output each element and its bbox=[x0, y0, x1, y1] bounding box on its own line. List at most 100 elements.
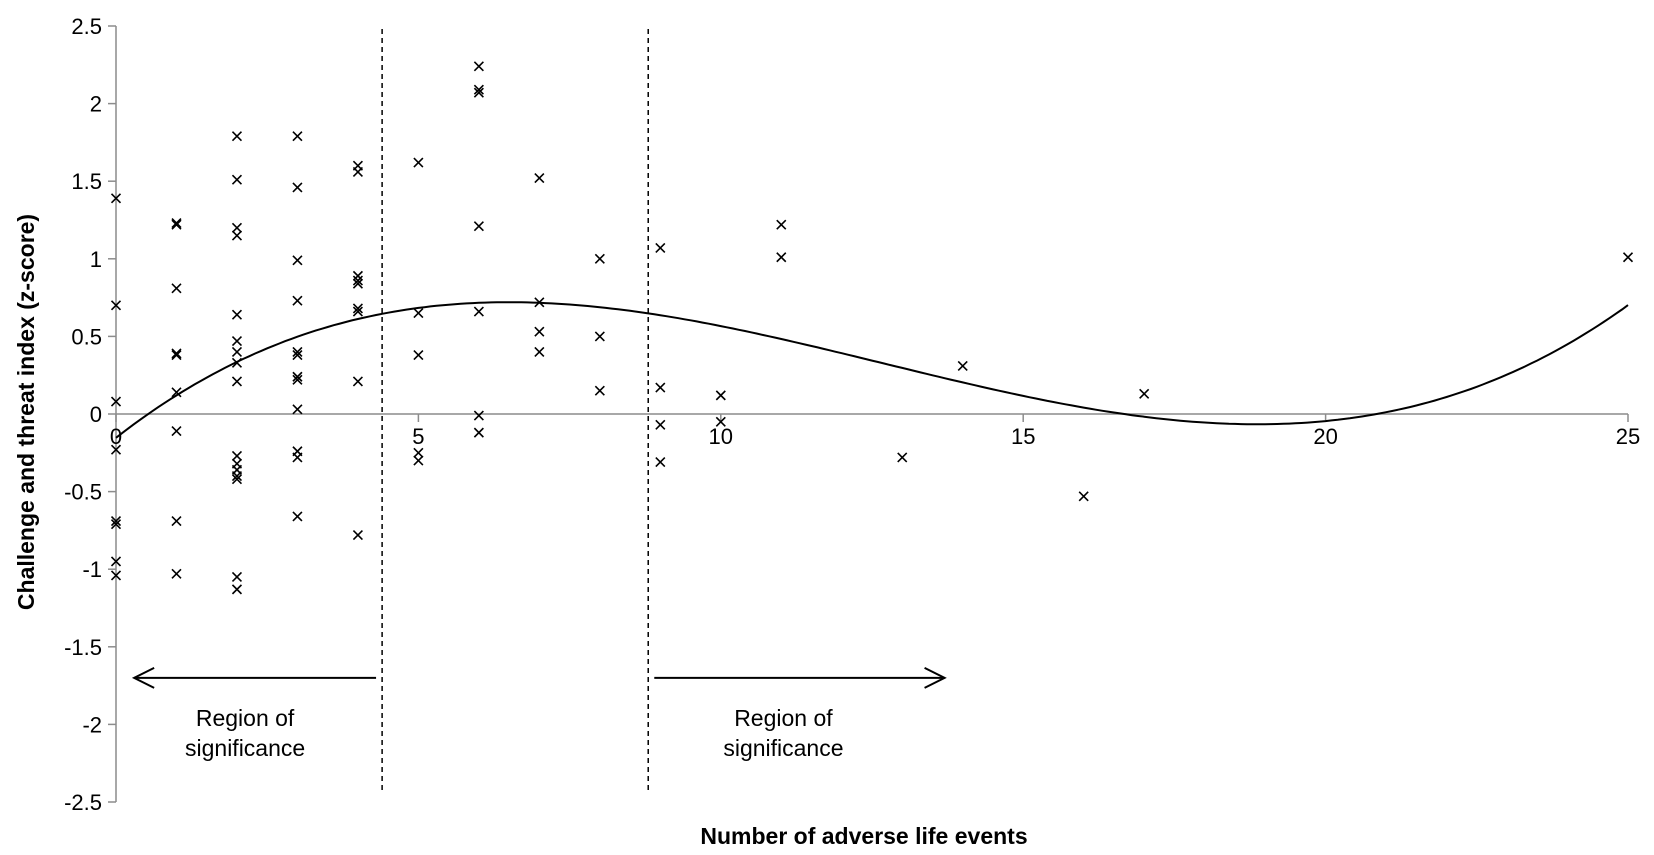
data-point bbox=[473, 427, 484, 438]
data-point bbox=[231, 450, 243, 461]
data-point bbox=[534, 173, 545, 184]
data-point bbox=[413, 455, 424, 466]
data-point bbox=[655, 457, 666, 468]
data-point bbox=[292, 346, 303, 357]
data-point bbox=[292, 349, 303, 361]
data-point bbox=[110, 193, 122, 204]
data-point bbox=[352, 275, 363, 286]
data-point bbox=[171, 219, 182, 230]
data-point bbox=[292, 371, 303, 382]
data-point bbox=[292, 404, 303, 415]
data-point bbox=[352, 166, 363, 177]
data-point bbox=[413, 308, 424, 319]
data-point bbox=[171, 349, 182, 361]
arrow-head-icon bbox=[924, 666, 947, 689]
data-point bbox=[231, 376, 243, 387]
data-point bbox=[171, 218, 182, 229]
y-tick-label: -2.5 bbox=[64, 790, 102, 815]
data-point bbox=[413, 447, 424, 458]
region-label-line2: significance bbox=[723, 735, 843, 761]
region-label-line1: Region of bbox=[196, 705, 295, 731]
data-point bbox=[473, 410, 484, 421]
data-point bbox=[715, 416, 726, 427]
data-point bbox=[352, 303, 363, 314]
data-point bbox=[1139, 388, 1150, 399]
data-point bbox=[1078, 491, 1089, 502]
arrow-head-icon bbox=[131, 666, 155, 689]
data-point bbox=[534, 326, 545, 337]
data-point bbox=[171, 568, 182, 579]
x-tick-label: 25 bbox=[1616, 424, 1640, 449]
annotations: Region of significance Region of significan… bbox=[131, 666, 947, 761]
data-point bbox=[352, 529, 363, 541]
region-lines bbox=[381, 29, 649, 794]
data-point bbox=[292, 511, 303, 522]
data-point bbox=[292, 452, 303, 463]
data-point bbox=[897, 452, 908, 463]
data-point bbox=[594, 385, 605, 396]
x-tick-label: 10 bbox=[709, 424, 733, 449]
data-point bbox=[473, 306, 484, 317]
y-tick-label: -0.5 bbox=[64, 480, 102, 505]
data-point bbox=[231, 309, 243, 320]
data-point bbox=[292, 131, 303, 142]
data-point bbox=[171, 516, 182, 527]
y-tick-label: 1 bbox=[90, 247, 102, 272]
data-point bbox=[473, 84, 484, 95]
data-point bbox=[110, 300, 122, 311]
data-point bbox=[171, 387, 182, 398]
data-point bbox=[473, 87, 484, 98]
data-point bbox=[231, 131, 243, 142]
y-axis-title: Challenge and threat index (z-score) bbox=[13, 214, 39, 610]
region-label-line2: significance bbox=[185, 735, 305, 761]
data-point bbox=[110, 519, 122, 530]
data-point bbox=[352, 270, 363, 281]
data-point bbox=[473, 221, 484, 232]
data-point bbox=[171, 348, 182, 359]
data-point bbox=[231, 335, 243, 347]
data-point bbox=[292, 255, 303, 266]
x-tick-label: 0 bbox=[110, 424, 122, 449]
data-point bbox=[231, 222, 243, 233]
y-tick-label: 2.5 bbox=[71, 14, 102, 39]
data-point bbox=[655, 419, 666, 430]
data-point bbox=[352, 306, 363, 317]
data-point bbox=[352, 376, 363, 387]
y-tick-label: 2 bbox=[90, 92, 102, 117]
x-tick-label: 5 bbox=[412, 424, 424, 449]
data-points bbox=[110, 61, 1634, 595]
data-point bbox=[231, 346, 243, 357]
data-point bbox=[594, 331, 605, 342]
data-point bbox=[655, 382, 666, 393]
x-axis-title: Number of adverse life events bbox=[700, 823, 1027, 849]
data-point bbox=[715, 390, 726, 401]
data-point bbox=[110, 556, 122, 567]
y-tick-label: -1.5 bbox=[64, 635, 102, 660]
x-tick-label: 20 bbox=[1313, 424, 1337, 449]
data-point bbox=[292, 295, 303, 306]
data-point bbox=[231, 174, 243, 185]
y-tick-label: 1.5 bbox=[71, 169, 102, 194]
data-point bbox=[171, 283, 182, 294]
axes bbox=[108, 25, 1629, 803]
data-point bbox=[292, 374, 303, 385]
y-tick-label: 0 bbox=[90, 402, 102, 427]
data-point bbox=[231, 584, 243, 595]
data-point bbox=[231, 571, 243, 583]
data-point bbox=[231, 471, 243, 482]
region-label-line1: Region of bbox=[734, 705, 833, 731]
data-point bbox=[473, 61, 484, 72]
data-point bbox=[534, 346, 545, 357]
x-tick-label: 15 bbox=[1011, 424, 1035, 449]
data-point bbox=[110, 570, 122, 581]
data-point bbox=[110, 444, 122, 455]
data-point bbox=[110, 516, 122, 527]
data-point bbox=[1622, 252, 1634, 263]
data-point bbox=[655, 242, 666, 254]
data-point bbox=[413, 349, 424, 361]
tick-labels: 2.5 2 1.5 1 0.5 0 -0.5 -1 -1.5 -2 -2.5 0 5 10 15 20 25 bbox=[64, 14, 1640, 815]
data-point bbox=[171, 426, 182, 437]
data-point bbox=[292, 182, 303, 193]
y-tick-label: 0.5 bbox=[71, 324, 102, 349]
